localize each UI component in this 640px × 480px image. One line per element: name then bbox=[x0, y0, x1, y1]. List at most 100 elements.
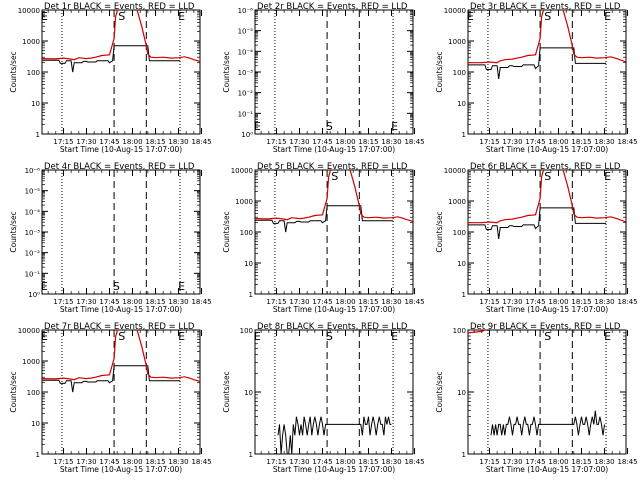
x-tick-label: 18:30 bbox=[381, 138, 401, 146]
x-tick-label: 17:45 bbox=[312, 298, 332, 306]
y-tick-label: 10 bbox=[31, 420, 40, 428]
y-tick-label: 10 bbox=[457, 100, 466, 108]
x-tick-label: 18:15 bbox=[571, 458, 591, 466]
x-tick-label: 18:45 bbox=[191, 458, 211, 466]
marker-s: S bbox=[544, 170, 551, 183]
y-tick-label: 10000 bbox=[18, 327, 40, 335]
series-group bbox=[42, 10, 200, 73]
plot-frame bbox=[41, 169, 201, 295]
y-tick-label: 1 bbox=[36, 131, 40, 139]
panel-det-8: Det 8r BLACK = Events, RED = LLD 1 10 100 17… bbox=[222, 322, 425, 474]
x-tick-label: 18:45 bbox=[191, 298, 211, 306]
y-tick-label: 1000 bbox=[22, 358, 40, 366]
x-tick-label: 18:00 bbox=[548, 298, 568, 306]
y-tick-label: 10⁻⁶ bbox=[25, 167, 41, 175]
x-tick-label: 18:15 bbox=[358, 138, 378, 146]
x-tick-label: 18:15 bbox=[145, 138, 165, 146]
panel-title: Det 1r BLACK = Events, RED = LLD bbox=[44, 2, 195, 12]
x-tick-label: 17:45 bbox=[99, 458, 119, 466]
marker-e: E bbox=[254, 330, 261, 343]
x-tick-label: 18:30 bbox=[168, 458, 188, 466]
x-tick-label: 17:30 bbox=[289, 458, 309, 466]
y-tick-label: 1 bbox=[36, 451, 40, 459]
y-tick-label: 100 bbox=[453, 229, 466, 237]
x-tick-label: 17:30 bbox=[76, 298, 96, 306]
x-axis-label: Start Time (10-Aug-15 17:07:00) bbox=[60, 465, 182, 474]
y-tick-label: 10⁰ bbox=[241, 131, 253, 139]
plot-frame bbox=[467, 169, 627, 295]
y-tick-label: 100 bbox=[240, 327, 253, 335]
series-group bbox=[468, 10, 626, 79]
x-tick-label: 18:45 bbox=[191, 138, 211, 146]
lld-series-line bbox=[255, 170, 413, 222]
lld-series-line bbox=[468, 170, 626, 224]
events-series-line bbox=[490, 410, 605, 436]
x-tick-label: 18:30 bbox=[594, 458, 614, 466]
y-tick-label: 10⁻⁵ bbox=[238, 28, 254, 36]
y-axis-label: Counts/sec bbox=[222, 371, 231, 412]
marker-s: S bbox=[326, 120, 333, 133]
x-tick-label: 17:30 bbox=[502, 298, 522, 306]
y-tick-label: 1000 bbox=[448, 198, 466, 206]
plot-frame bbox=[41, 9, 201, 135]
x-tick-label: 18:30 bbox=[381, 458, 401, 466]
marker-s: S bbox=[118, 330, 125, 343]
x-tick-label: 17:45 bbox=[312, 458, 332, 466]
x-tick-label: 17:45 bbox=[525, 138, 545, 146]
marker-s: S bbox=[113, 280, 120, 293]
y-tick-label: 10⁻² bbox=[238, 90, 254, 98]
events-series-line bbox=[277, 416, 392, 454]
plot-frame bbox=[41, 329, 201, 455]
y-axis-label: Counts/sec bbox=[435, 51, 444, 92]
series-group bbox=[468, 330, 626, 436]
x-axis-label: Start Time (10-Aug-15 17:07:00) bbox=[273, 305, 395, 314]
marker-e: E bbox=[178, 330, 185, 343]
x-tick-label: 18:45 bbox=[617, 138, 637, 146]
x-tick-label: 18:15 bbox=[358, 458, 378, 466]
y-tick-label: 1 bbox=[462, 131, 466, 139]
y-tick-label: 10⁰ bbox=[28, 291, 40, 299]
marker-e: E bbox=[41, 330, 48, 343]
lld-series-line bbox=[42, 10, 200, 62]
marker-e: E bbox=[254, 120, 261, 133]
x-tick-label: 18:45 bbox=[404, 138, 424, 146]
y-tick-label: 10⁻³ bbox=[238, 69, 254, 77]
x-tick-label: 18:00 bbox=[122, 458, 142, 466]
series-group bbox=[42, 330, 200, 393]
events-series-line bbox=[42, 45, 181, 73]
panel-det-9: Det 9r BLACK = Events, RED = LLD 1 10 100 17… bbox=[435, 322, 638, 474]
y-tick-label: 10000 bbox=[444, 7, 466, 15]
y-tick-label: 100 bbox=[27, 389, 40, 397]
y-tick-label: 1 bbox=[249, 291, 253, 299]
x-tick-label: 17:15 bbox=[53, 458, 73, 466]
x-tick-label: 18:30 bbox=[594, 298, 614, 306]
y-tick-label: 10 bbox=[31, 100, 40, 108]
lld-series-line bbox=[468, 10, 626, 64]
panel-det-6: Det 6r BLACK = Events, RED = LLD 1 10 100 10… bbox=[435, 162, 638, 314]
panel-det-4: Det 4r BLACK = Events, RED = LLD 10⁰ 10⁻¹ 1… bbox=[9, 162, 212, 314]
y-tick-label: 10⁻¹ bbox=[238, 110, 254, 118]
x-tick-label: 18:15 bbox=[571, 298, 591, 306]
x-tick-label: 18:00 bbox=[335, 458, 355, 466]
x-axis-label: Start Time (10-Aug-15 17:07:00) bbox=[486, 465, 608, 474]
y-tick-label: 10⁻⁴ bbox=[25, 208, 41, 216]
series-group bbox=[468, 170, 626, 239]
x-tick-label: 18:30 bbox=[594, 138, 614, 146]
y-axis-label: Counts/sec bbox=[9, 211, 18, 252]
y-tick-label: 10 bbox=[457, 260, 466, 268]
x-tick-label: 17:45 bbox=[99, 298, 119, 306]
events-series-line bbox=[468, 207, 607, 239]
x-tick-label: 17:15 bbox=[479, 458, 499, 466]
x-tick-label: 18:45 bbox=[617, 458, 637, 466]
x-tick-label: 17:15 bbox=[266, 458, 286, 466]
panel-title: Det 5r BLACK = Events, RED = LLD bbox=[257, 162, 408, 172]
y-tick-label: 100 bbox=[453, 69, 466, 77]
x-tick-label: 18:45 bbox=[617, 298, 637, 306]
marker-e: E bbox=[604, 170, 611, 183]
y-tick-label: 10⁻⁵ bbox=[25, 188, 41, 196]
plot-frame bbox=[467, 329, 627, 455]
y-tick-label: 1000 bbox=[235, 198, 253, 206]
marker-s: S bbox=[326, 330, 333, 343]
marker-s: S bbox=[544, 330, 551, 343]
